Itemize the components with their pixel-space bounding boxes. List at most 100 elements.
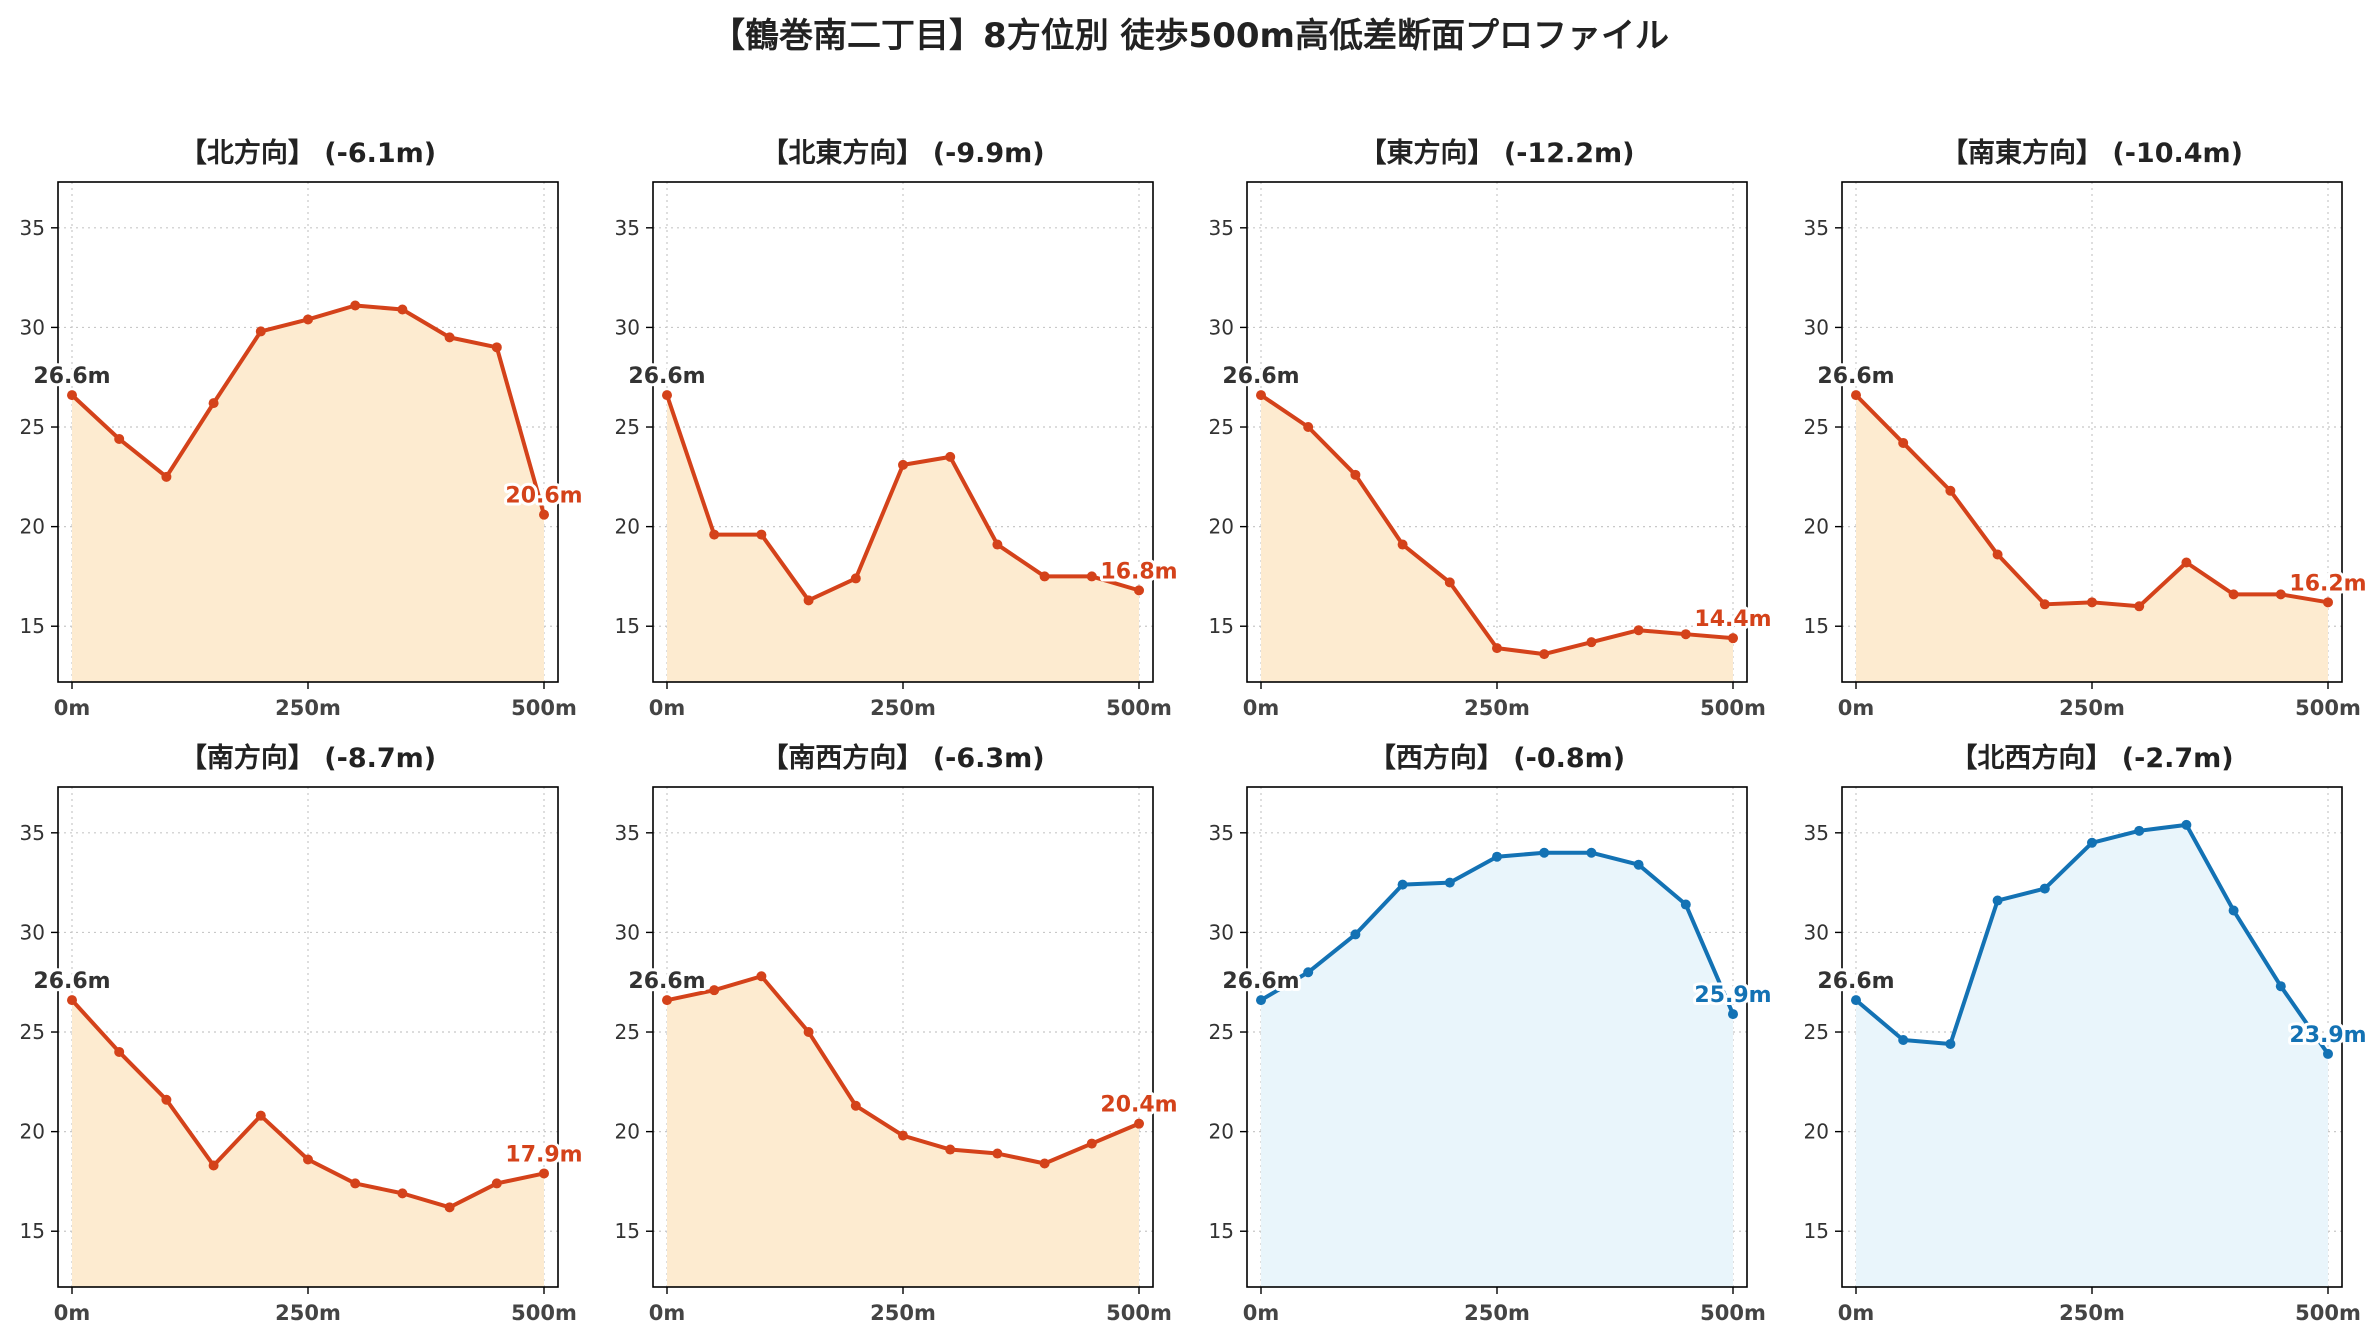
x-tick-label: 250m <box>1464 696 1530 720</box>
data-point <box>67 995 77 1006</box>
x-tick-label: 500m <box>1106 1301 1172 1325</box>
start-elevation-label: 26.6m <box>1817 364 1894 389</box>
y-tick-label: 25 <box>1209 415 1234 439</box>
x-tick-label: 500m <box>1106 696 1172 720</box>
start-elevation-label: 26.6m <box>628 969 705 994</box>
x-tick-label: 250m <box>275 1301 341 1325</box>
subplot-1: 【北方向】 (-6.1m) 0m 250m 500m 15 20 25 30 35 26.6m 20… <box>20 137 586 720</box>
data-point <box>397 304 408 315</box>
x-tick-label: 0m <box>1838 696 1875 720</box>
end-elevation-label: 14.4m <box>1694 607 1771 632</box>
data-point <box>350 300 361 311</box>
x-tick-label: 0m <box>54 696 91 720</box>
end-elevation-label: 20.6m <box>505 484 582 509</box>
x-tick-label: 0m <box>1243 696 1280 720</box>
y-tick-label: 20 <box>615 515 640 539</box>
data-point <box>898 1130 908 1141</box>
data-point <box>303 1154 313 1165</box>
data-point <box>2039 883 2050 894</box>
data-point <box>1586 847 1597 858</box>
subplot-8: 【北西方向】 (-2.7m) 0m 250m 500m 15 20 25 30 35 26.6m 2… <box>1804 742 2370 1325</box>
end-elevation-label: 20.4m <box>1100 1093 1177 1118</box>
data-point <box>2134 825 2145 836</box>
data-point <box>1898 1034 1909 1045</box>
area-fill <box>1856 395 2328 682</box>
data-point <box>662 390 672 401</box>
data-point <box>1851 995 1861 1006</box>
subplot-7: 【西方向】 (-0.8m) 0m 250m 500m 15 20 25 30 35 26.6m 25… <box>1209 742 1775 1325</box>
data-point <box>803 595 814 606</box>
data-point <box>1992 549 2003 560</box>
y-tick-label: 35 <box>20 216 45 240</box>
end-elevation-label: 16.8m <box>1100 559 1177 584</box>
y-tick-label: 30 <box>1804 315 1829 339</box>
data-point <box>1397 539 1408 550</box>
data-point <box>1350 929 1361 940</box>
data-point <box>898 459 908 470</box>
data-point <box>491 342 502 353</box>
data-point <box>945 1144 956 1155</box>
data-point <box>1039 571 1050 582</box>
data-point <box>161 471 172 482</box>
subplot-title: 【東方向】 (-12.2m) <box>1359 137 1634 169</box>
y-tick-label: 15 <box>20 1219 45 1243</box>
data-point <box>1728 633 1738 644</box>
y-tick-label: 30 <box>1209 920 1234 944</box>
data-point <box>1633 625 1644 636</box>
data-point <box>1992 895 2003 906</box>
y-tick-label: 25 <box>1804 1020 1829 1044</box>
data-point <box>1303 967 1314 978</box>
data-point <box>1898 437 1909 448</box>
area-fill <box>667 395 1139 682</box>
x-tick-label: 500m <box>1700 1301 1766 1325</box>
data-point <box>1039 1158 1050 1169</box>
x-tick-label: 250m <box>870 696 936 720</box>
y-tick-label: 25 <box>20 1020 45 1044</box>
data-point <box>2181 557 2192 568</box>
data-point <box>255 326 266 337</box>
y-tick-label: 15 <box>1804 1219 1829 1243</box>
data-point <box>1134 585 1144 596</box>
subplot-title: 【北方向】 (-6.1m) <box>180 137 436 169</box>
data-point <box>1851 390 1861 401</box>
data-point <box>1350 469 1361 480</box>
subplot-title: 【西方向】 (-0.8m) <box>1369 742 1625 774</box>
end-elevation-label: 23.9m <box>2289 1023 2366 1048</box>
x-tick-label: 0m <box>54 1301 91 1325</box>
data-point <box>1444 877 1455 888</box>
data-point <box>67 390 77 401</box>
y-tick-label: 20 <box>20 515 45 539</box>
data-point <box>1303 422 1314 433</box>
x-tick-label: 500m <box>511 1301 577 1325</box>
data-point <box>1492 643 1502 654</box>
x-tick-label: 0m <box>649 696 686 720</box>
x-tick-label: 250m <box>275 696 341 720</box>
data-point <box>1945 485 1956 496</box>
y-tick-label: 35 <box>615 216 640 240</box>
data-point <box>1728 1009 1738 1020</box>
end-elevation-label: 17.9m <box>505 1142 582 1167</box>
data-point <box>709 985 720 996</box>
x-tick-label: 0m <box>649 1301 686 1325</box>
data-point <box>1586 637 1597 648</box>
y-tick-label: 30 <box>20 315 45 339</box>
data-point <box>2134 601 2145 612</box>
data-point <box>2228 905 2239 916</box>
x-tick-label: 250m <box>870 1301 936 1325</box>
subplot-6: 【南西方向】 (-6.3m) 0m 250m 500m 15 20 25 30 35 26.6m 2… <box>615 742 1181 1325</box>
data-point <box>850 573 861 584</box>
data-point <box>350 1178 361 1189</box>
subplot-4: 【南東方向】 (-10.4m) 0m 250m 500m 15 20 25 30 35 26.6m… <box>1804 137 2370 720</box>
data-point <box>1086 1138 1097 1149</box>
area-fill <box>1261 852 1733 1287</box>
data-point <box>2087 837 2097 848</box>
x-tick-label: 500m <box>1700 696 1766 720</box>
x-tick-label: 0m <box>1838 1301 1875 1325</box>
y-tick-label: 35 <box>1804 216 1829 240</box>
y-tick-label: 15 <box>1209 1219 1234 1243</box>
y-tick-label: 30 <box>1209 315 1234 339</box>
start-elevation-label: 26.6m <box>1817 969 1894 994</box>
y-tick-label: 30 <box>615 315 640 339</box>
data-point <box>114 1046 125 1057</box>
